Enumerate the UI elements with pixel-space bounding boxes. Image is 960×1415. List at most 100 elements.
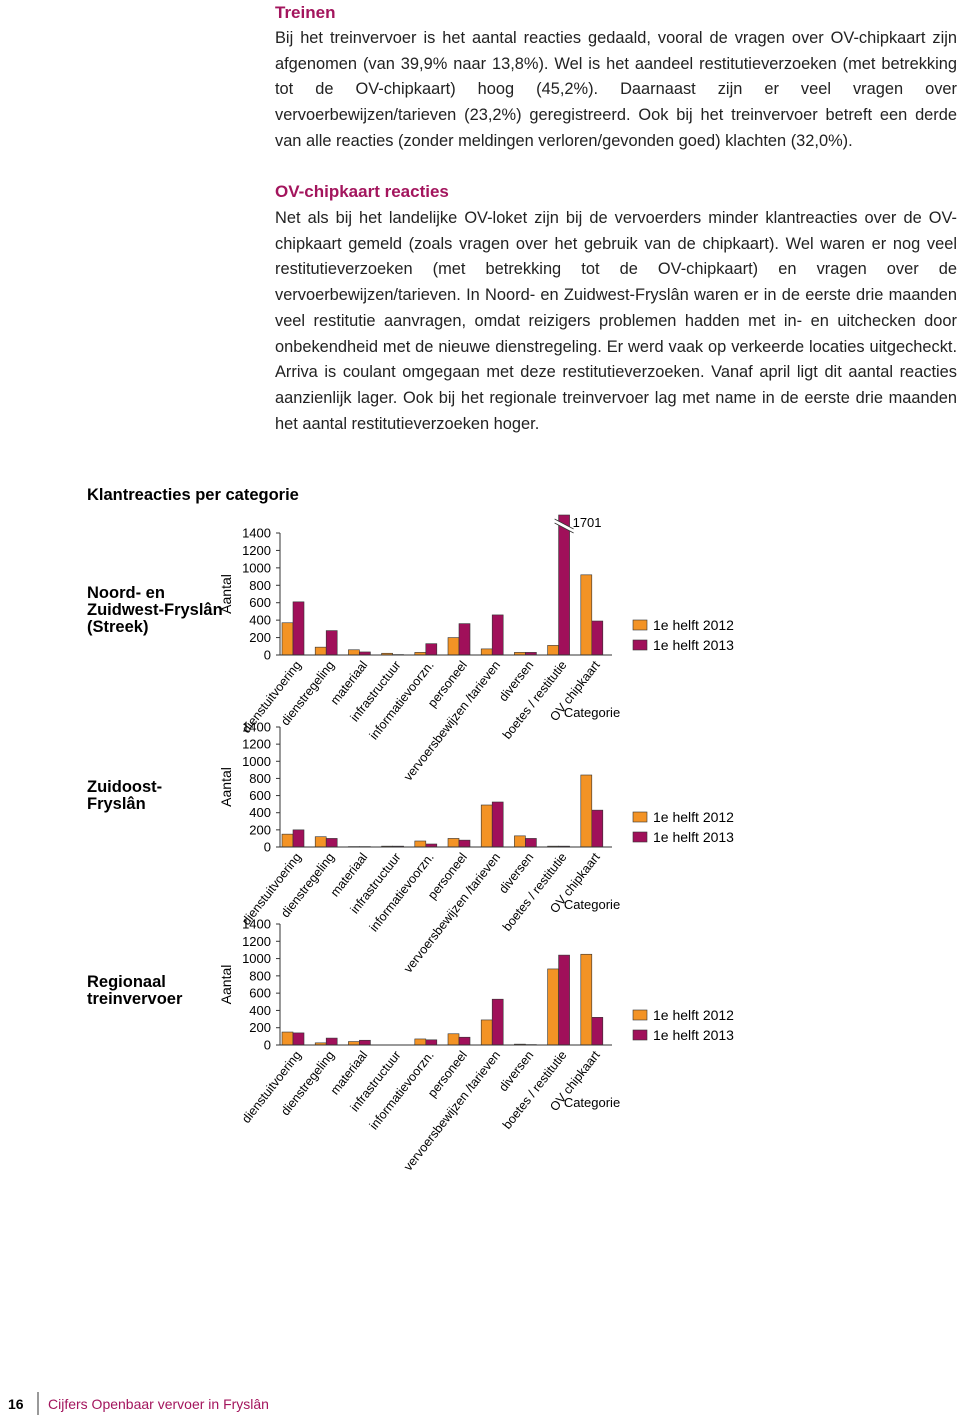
legend-label: 1e helft 2013 — [653, 1027, 734, 1043]
x-tick-label: dienstuitvoering — [239, 1048, 304, 1126]
y-tick-label: 1200 — [242, 934, 271, 949]
y-tick-label: 0 — [264, 648, 271, 663]
chart-title: Fryslân — [87, 795, 146, 813]
legend-label: 1e helft 2012 — [653, 1007, 734, 1023]
y-tick-label: 1400 — [242, 526, 271, 541]
bar — [580, 953, 593, 1046]
y-tick-label: 0 — [264, 1038, 271, 1053]
y-tick-label: 800 — [249, 771, 271, 786]
bar — [580, 574, 593, 656]
bar — [458, 1036, 471, 1046]
bar — [314, 836, 327, 848]
y-tick-label: 800 — [249, 968, 271, 983]
chart-title: Zuidoost- — [87, 778, 162, 796]
break-mark — [553, 519, 575, 533]
value-label: 1701 — [573, 515, 602, 530]
bar — [425, 1039, 438, 1046]
legend-swatch — [632, 639, 648, 651]
bar — [591, 1017, 604, 1046]
bar — [348, 1041, 360, 1046]
break-mark — [554, 522, 574, 534]
bar — [591, 809, 604, 848]
x-axis-label: Categorie — [564, 897, 620, 912]
bar — [447, 1033, 460, 1046]
y-tick-label: 1200 — [242, 737, 271, 752]
y-tick-label: 1400 — [242, 720, 271, 735]
legend-swatch — [632, 1009, 648, 1021]
bar — [480, 648, 493, 656]
bar — [480, 1019, 493, 1046]
legend-swatch — [632, 811, 648, 823]
chart-title: Regionaal — [87, 973, 166, 991]
y-tick-label: 1200 — [242, 543, 271, 558]
bar — [348, 649, 360, 656]
figure-title: Klantreacties per categorie — [87, 486, 299, 504]
chart-title: Noord- en — [87, 584, 165, 602]
bar — [292, 829, 305, 848]
y-tick-label: 400 — [249, 1003, 271, 1018]
bar — [558, 954, 570, 1046]
bar — [547, 645, 559, 656]
y-tick-label: 600 — [249, 788, 271, 803]
legend-label: 1e helft 2013 — [653, 829, 734, 845]
y-tick-label: 200 — [249, 1020, 271, 1035]
paragraph: Net als bij het landelijke OV-loket zijn… — [275, 209, 957, 433]
page-number: 16 — [8, 1396, 24, 1412]
bar — [325, 838, 338, 848]
bar — [480, 804, 493, 848]
x-axis-label: Categorie — [564, 1095, 620, 1110]
bar — [558, 514, 570, 656]
legend-swatch — [632, 831, 648, 843]
bar — [325, 1037, 338, 1046]
bar — [491, 801, 504, 848]
heading: OV-chipkaart reacties — [275, 182, 449, 201]
y-tick-label: 1400 — [242, 917, 271, 932]
bar — [425, 643, 438, 656]
legend-swatch — [632, 1029, 648, 1041]
bar — [314, 646, 327, 656]
bar — [514, 835, 526, 848]
chart-title: treinvervoer — [87, 990, 183, 1008]
y-axis-label: Aantal — [218, 574, 234, 614]
legend-swatch — [632, 619, 648, 631]
bar — [491, 614, 504, 656]
break-mark — [554, 518, 574, 530]
y-tick-label: 200 — [249, 822, 271, 837]
paragraph: Bij het treinvervoer is het aantal react… — [275, 29, 957, 150]
y-tick-label: 400 — [249, 613, 271, 628]
y-tick-label: 600 — [249, 595, 271, 610]
y-tick-label: 0 — [264, 840, 271, 855]
y-axis-label: Aantal — [218, 965, 234, 1005]
y-axis-label: Aantal — [218, 767, 234, 807]
bar — [292, 601, 305, 656]
bar — [525, 838, 537, 848]
bar — [547, 968, 559, 1046]
y-tick-label: 1000 — [242, 560, 271, 575]
heading: Treinen — [275, 3, 336, 22]
chart-title: Zuidwest-Fryslân — [87, 601, 223, 619]
x-axis-label: Categorie — [564, 705, 620, 720]
bar — [414, 840, 427, 848]
y-tick-label: 600 — [249, 986, 271, 1001]
bar — [458, 623, 471, 656]
bar — [281, 622, 294, 656]
bar — [591, 620, 604, 656]
bar — [580, 774, 593, 848]
bar — [281, 1031, 294, 1046]
bar — [292, 1032, 305, 1046]
bar — [447, 637, 460, 656]
bar — [325, 630, 338, 656]
chart-title: (Streek) — [87, 618, 148, 636]
bar — [359, 1039, 371, 1046]
bar — [458, 839, 471, 848]
bar — [414, 1038, 427, 1046]
footer-title: Cijfers Openbaar vervoer in Fryslân — [48, 1396, 269, 1412]
bar — [491, 998, 504, 1046]
y-tick-label: 800 — [249, 578, 271, 593]
y-tick-label: 1000 — [242, 951, 271, 966]
bar — [281, 833, 294, 848]
legend-label: 1e helft 2012 — [653, 617, 734, 633]
legend-label: 1e helft 2013 — [653, 637, 734, 653]
